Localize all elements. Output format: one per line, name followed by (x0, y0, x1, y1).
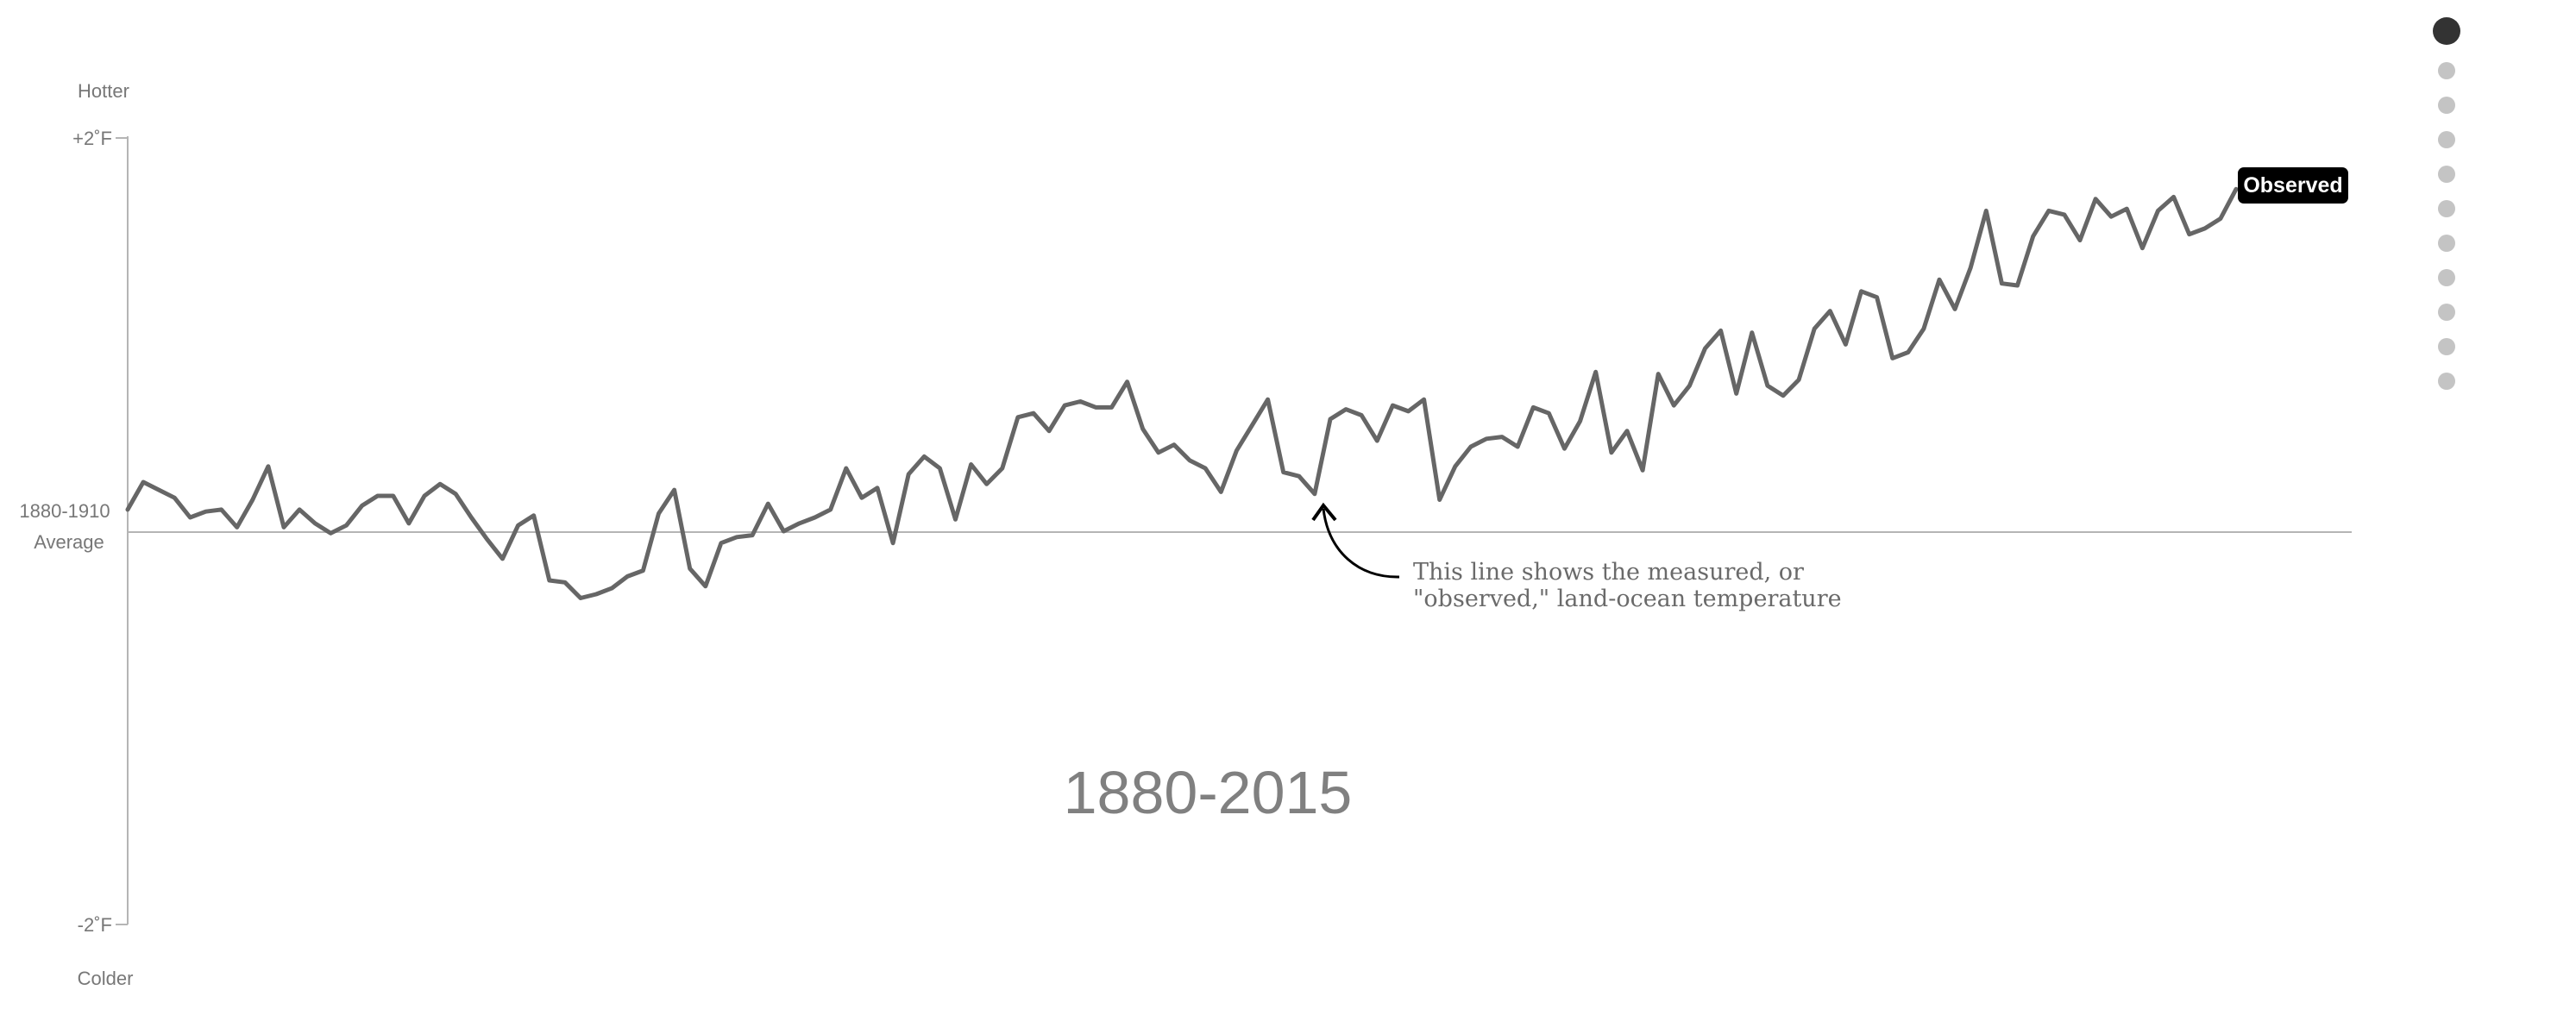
period-label: 1880-2015 (1064, 759, 1353, 826)
annotation-text-line1: This line shows the measured, or (1413, 559, 1804, 586)
y-tick-label-top: +2˚F (72, 128, 112, 149)
observed-series-line (125, 186, 2239, 600)
step-dot-3[interactable] (2438, 97, 2455, 114)
observed-tag-label: Observed (2243, 173, 2342, 197)
step-dot-4[interactable] (2438, 131, 2455, 148)
step-dot-11[interactable] (2438, 373, 2455, 390)
y-tick-label-bottom: -2˚F (78, 914, 112, 936)
annotation-arrow-curve (1322, 508, 1400, 579)
annotation-text-line2: "observed," land-ocean temperature (1413, 586, 1842, 612)
step-dot-2[interactable] (2438, 62, 2455, 79)
annotation-arrowhead (1311, 502, 1337, 522)
step-dot-6[interactable] (2438, 200, 2455, 217)
chart-axes: Hotter +2˚F 1880-1910 Average -2˚F Colde… (19, 80, 2352, 989)
step-dot-1[interactable] (2433, 17, 2460, 45)
baseline-label-line2: Average (34, 531, 104, 553)
annotation: This line shows the measured, or "observ… (1311, 502, 1842, 612)
step-dot-10[interactable] (2438, 338, 2455, 355)
chart-step-navigation (2429, 17, 2464, 390)
observed-series-tag: Observed (2238, 167, 2348, 204)
colder-label: Colder (78, 968, 134, 989)
step-dot-5[interactable] (2438, 166, 2455, 183)
step-dot-9[interactable] (2438, 304, 2455, 321)
step-dot-8[interactable] (2438, 269, 2455, 286)
observed-tag-background (2238, 167, 2348, 204)
baseline-label-line1: 1880-1910 (19, 500, 110, 522)
step-dot-7[interactable] (2438, 235, 2455, 252)
hotter-label: Hotter (78, 80, 129, 102)
